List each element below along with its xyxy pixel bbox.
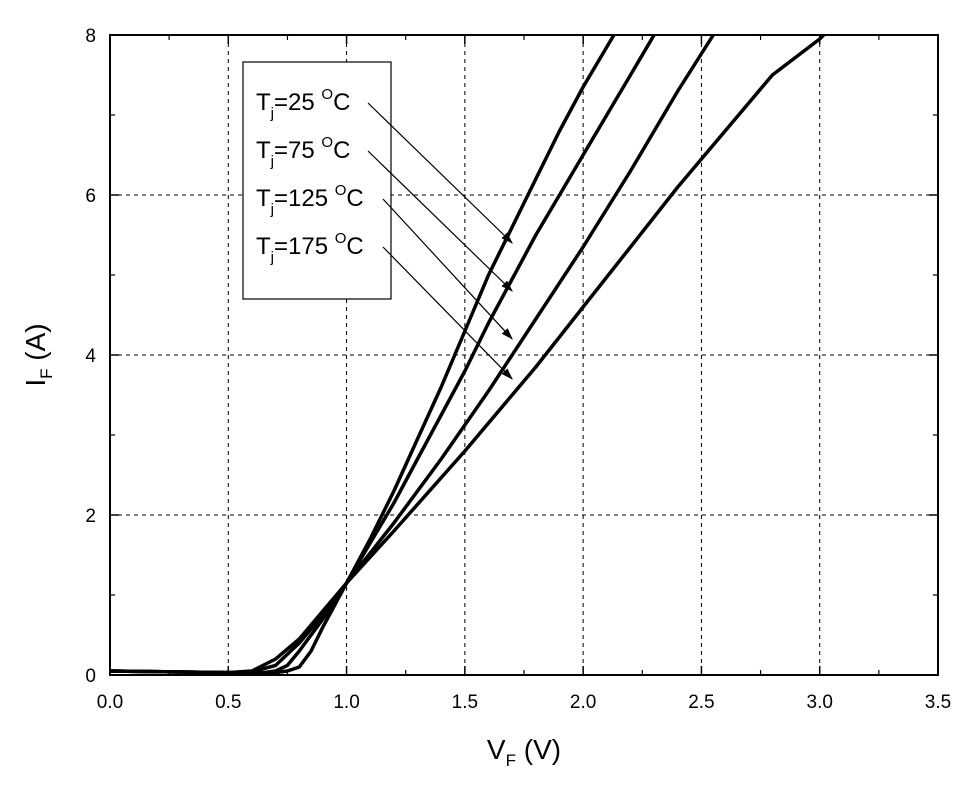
legend-label-sup: O — [321, 86, 333, 103]
y-tick-label: 0 — [85, 666, 96, 687]
legend-label-sub: j — [270, 249, 274, 266]
legend-label-2: Tj=75 OC — [256, 134, 350, 170]
legend-label-1: Tj=25 OC — [256, 86, 350, 122]
y-tick-label: 6 — [85, 186, 96, 207]
x-tick-label: 2.0 — [570, 692, 596, 713]
legend-label-unit: C — [346, 185, 363, 212]
series-line-4 — [110, 35, 827, 675]
y-tick-labels: 0 2 4 6 8 — [85, 26, 96, 687]
x-tick-label: 2.5 — [688, 692, 714, 713]
series-layer — [110, 35, 827, 675]
legend-label-sub: j — [270, 201, 274, 218]
y-tick-label: 8 — [85, 26, 96, 47]
legend-label-sup: O — [335, 230, 347, 247]
x-tick-labels: 0.0 0.5 1.0 1.5 2.0 2.5 3.0 3.5 — [97, 692, 951, 713]
legend-label-main: T — [256, 89, 271, 116]
legend-label-unit: C — [333, 89, 350, 116]
legend-label-sub: j — [270, 105, 274, 122]
legend-label-main: T — [256, 233, 271, 260]
legend-arrow-2 — [367, 150, 513, 292]
x-tick-label: 1.5 — [452, 692, 478, 713]
legend-label-value: =175 — [274, 233, 335, 260]
legend-label-3: Tj=125 OC — [256, 182, 364, 218]
series-line-2 — [110, 35, 656, 675]
legend-label-main: T — [256, 185, 271, 212]
x-axis-title-sub: F — [506, 751, 516, 770]
legend-label-value: =75 — [274, 137, 321, 164]
legend-label-4: Tj=175 OC — [256, 230, 364, 266]
x-axis-title-main: V — [487, 734, 506, 765]
legend-label-unit: C — [333, 137, 350, 164]
y-axis-title-main: I — [20, 379, 51, 387]
legend-arrow-3 — [382, 198, 513, 340]
x-tick-label: 1.0 — [333, 692, 359, 713]
x-tick-label: 0.5 — [215, 692, 241, 713]
x-tick-label: 3.0 — [807, 692, 833, 713]
x-tick-label: 3.5 — [925, 692, 951, 713]
legend-label-sub: j — [270, 153, 274, 170]
legend-label-unit: C — [346, 233, 363, 260]
grid — [110, 35, 938, 675]
legend-box — [242, 61, 392, 300]
legend-arrow-4 — [382, 246, 513, 380]
x-axis-title-suffix: (V) — [516, 734, 561, 765]
y-axis-title-suffix: (A) — [20, 323, 51, 368]
y-tick-label: 4 — [85, 346, 96, 367]
legend-arrow-1 — [367, 102, 513, 244]
plot-frame — [109, 34, 939, 676]
ticks — [109, 34, 939, 676]
x-axis-title: VF (V) — [487, 734, 561, 770]
legend-label-main: T — [256, 137, 271, 164]
legend-label-sup: O — [321, 134, 333, 151]
series-line-3 — [110, 35, 716, 675]
y-axis-title: IF (A) — [20, 323, 56, 386]
legend-label-value: =25 — [274, 89, 321, 116]
legend-arrows — [367, 102, 513, 380]
legend-label-sup: O — [335, 182, 347, 199]
legend-label-value: =125 — [274, 185, 335, 212]
x-tick-label: 0.0 — [97, 692, 123, 713]
y-tick-label: 2 — [85, 506, 96, 527]
y-axis-title-sub: F — [37, 368, 56, 378]
